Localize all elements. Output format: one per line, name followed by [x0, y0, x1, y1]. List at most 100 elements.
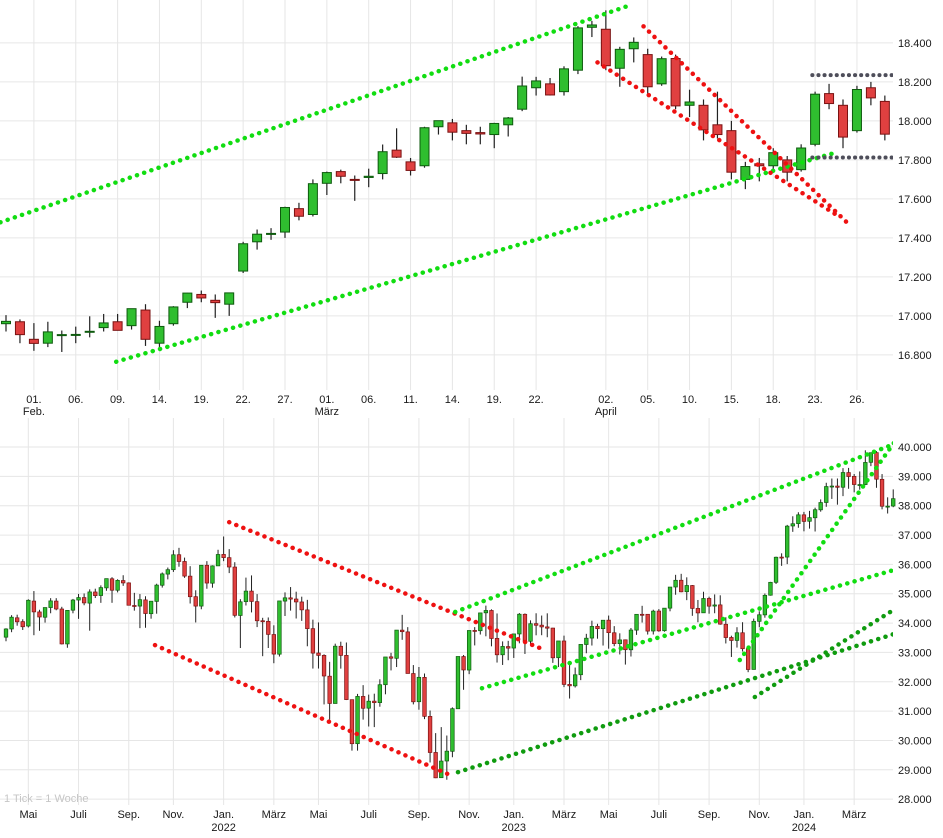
- candle: [475, 126, 486, 145]
- candle: [140, 304, 151, 346]
- candle: [1, 315, 11, 332]
- y-axis-label: 17.000: [898, 311, 932, 323]
- candle: [266, 228, 277, 240]
- weekly-trend-lines-layer: [152, 440, 893, 778]
- candle: [84, 316, 95, 338]
- candle: [59, 606, 64, 645]
- trend-line: [641, 24, 850, 225]
- trend-line: [479, 567, 893, 691]
- x-axis-label: Jan.: [213, 809, 234, 821]
- candle: [280, 206, 290, 238]
- candle: [81, 593, 87, 606]
- candle: [723, 617, 728, 644]
- candle: [355, 693, 360, 751]
- candle: [891, 489, 896, 508]
- candle: [472, 627, 477, 646]
- candle: [307, 179, 318, 217]
- candle: [28, 323, 39, 351]
- candle: [829, 478, 834, 499]
- candle: [712, 91, 723, 139]
- candle: [712, 594, 717, 614]
- candle: [48, 598, 53, 614]
- weekly-candlestick-chart: 40.000 39.000 38.000 37.000 36.000 35.000 34.0…: [0, 418, 932, 834]
- candle: [416, 666, 422, 710]
- candle: [679, 573, 684, 593]
- daily-candles-layer: [1, 10, 890, 352]
- trend-line: [455, 631, 893, 775]
- candle: [327, 661, 332, 720]
- candle: [394, 629, 399, 668]
- candle: [584, 633, 589, 654]
- candle: [377, 144, 388, 180]
- daily-grid-layer: 18.400 18.200 18.000 17.800 17.600 17.400 17.2…: [0, 0, 932, 418]
- candle: [26, 599, 31, 628]
- candle: [349, 175, 360, 201]
- candle: [243, 577, 249, 606]
- x-axis-label: Juli: [651, 809, 668, 821]
- candle: [617, 633, 622, 655]
- candle: [282, 592, 288, 617]
- candle: [879, 474, 885, 510]
- y-axis-label: 30.000: [898, 735, 932, 747]
- candle: [528, 620, 533, 646]
- candle: [706, 596, 712, 614]
- candle: [517, 76, 528, 112]
- candle: [176, 547, 182, 567]
- candle: [846, 467, 851, 489]
- candle: [645, 613, 650, 635]
- candle: [810, 91, 821, 147]
- candle: [698, 99, 709, 141]
- candle: [422, 673, 427, 720]
- x-axis-label: 01.: [319, 394, 334, 406]
- candle: [115, 579, 120, 593]
- candle: [634, 613, 639, 635]
- candle: [545, 613, 550, 638]
- candle: [561, 635, 567, 688]
- y-axis-label: 29.000: [898, 765, 932, 777]
- candle: [165, 567, 170, 580]
- x-axis-label: Sep.: [408, 809, 431, 821]
- x-axis-label: 19.: [487, 394, 502, 406]
- candle: [9, 615, 14, 633]
- candle: [224, 292, 235, 316]
- candle: [550, 627, 555, 663]
- candle: [466, 630, 472, 675]
- candle: [411, 665, 416, 705]
- candle: [656, 609, 662, 632]
- candle: [751, 618, 756, 670]
- candle: [796, 512, 801, 528]
- candle: [606, 615, 611, 649]
- y-axis-label: 37.000: [898, 530, 932, 542]
- candle: [701, 591, 706, 614]
- candle: [656, 56, 667, 86]
- candle: [673, 574, 678, 595]
- candle: [612, 626, 617, 647]
- x-axis-month-label: Feb.: [23, 406, 45, 418]
- x-axis-label: 15.: [724, 394, 739, 406]
- candle: [249, 575, 254, 613]
- candle: [851, 85, 862, 133]
- candle: [684, 577, 689, 601]
- candle: [533, 613, 539, 636]
- y-axis-label: 16.800: [898, 350, 932, 362]
- candle: [210, 294, 221, 318]
- candle: [662, 607, 667, 632]
- candle: [400, 614, 405, 640]
- candle: [333, 643, 338, 704]
- y-axis-label: 38.000: [898, 501, 932, 513]
- x-axis-label: Juli: [360, 809, 377, 821]
- trend-line: [737, 440, 893, 663]
- candle: [182, 557, 187, 578]
- candle: [801, 511, 807, 532]
- candle: [193, 590, 198, 623]
- candle: [391, 128, 402, 158]
- trend-line: [226, 519, 548, 653]
- candle: [360, 685, 366, 720]
- y-axis-label: 39.000: [898, 471, 932, 483]
- daily-candlestick-chart: 18.400 18.200 18.000 17.800 17.600 17.400 17.2…: [0, 0, 932, 418]
- candle: [586, 20, 597, 38]
- x-axis-label: Nov.: [458, 809, 480, 821]
- candle: [852, 474, 857, 493]
- x-axis-label: Mai: [600, 809, 618, 821]
- candle: [98, 585, 104, 603]
